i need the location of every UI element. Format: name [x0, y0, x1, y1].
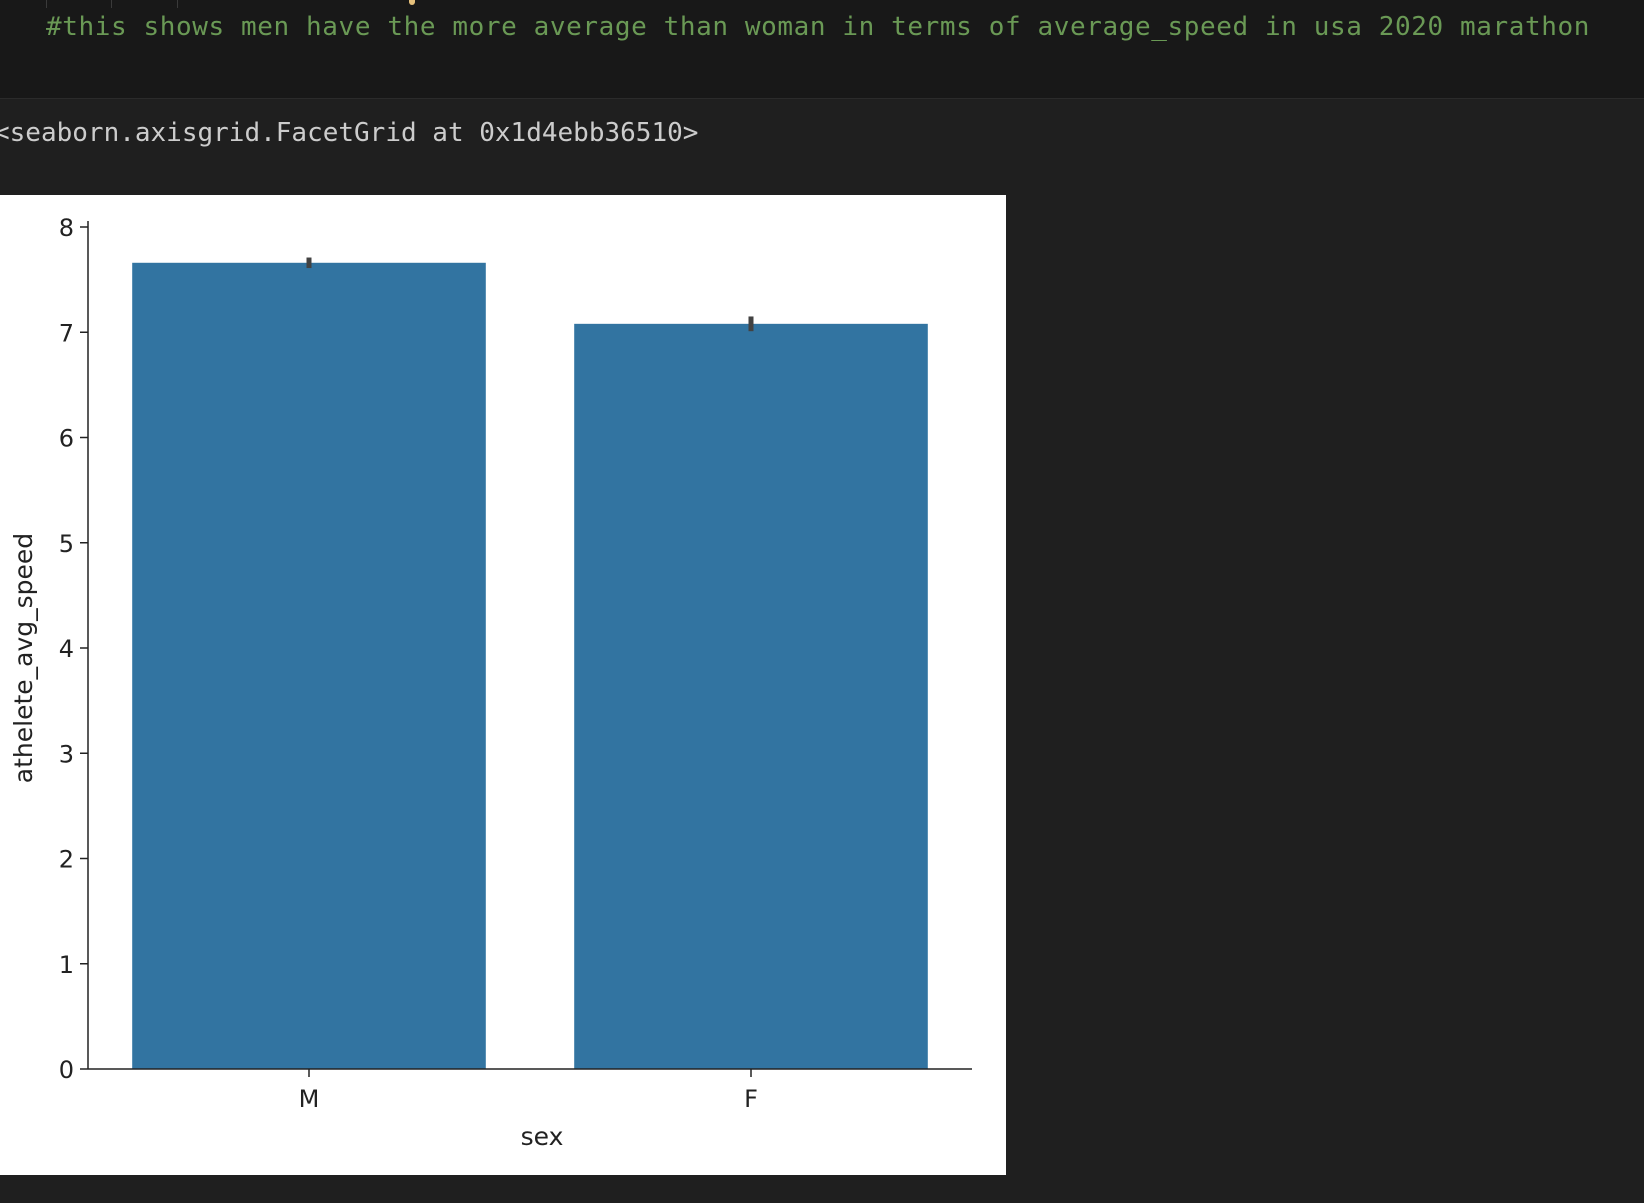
y-tick-label: 0: [59, 1056, 74, 1084]
y-tick-label: 6: [59, 425, 74, 453]
x-tick-label-f: F: [744, 1085, 758, 1113]
y-tick-label: 5: [59, 530, 74, 558]
clipped-code-fragment: [111, 0, 112, 8]
y-tick-label: 3: [59, 740, 74, 768]
x-axis-label: sex: [521, 1122, 564, 1151]
cell-output-text: <seaborn.axisgrid.FacetGrid at 0x1d4ebb3…: [0, 118, 699, 148]
y-tick-label: 7: [59, 319, 74, 347]
y-tick-label: 1: [59, 951, 74, 979]
bar-m: [132, 262, 486, 1069]
bar-f: [574, 323, 928, 1069]
clipped-code-fragment: [46, 0, 47, 8]
bar-chart: M F 0 1 2 3 4 5 6 7 8 sex athelete_avg_speed: [9, 214, 972, 1151]
y-tick-label: 2: [59, 846, 74, 874]
code-cell[interactable]: #this shows men have the more average th…: [0, 0, 1644, 99]
clipped-code-fragment: [409, 0, 415, 5]
y-axis-label: athelete_avg_speed: [9, 533, 38, 783]
x-tick-label-m: M: [299, 1085, 320, 1113]
clipped-code-fragment: [177, 0, 178, 8]
y-tick-label: 4: [59, 635, 74, 663]
plot-output-image: M F 0 1 2 3 4 5 6 7 8 sex athelete_avg_speed: [0, 195, 1006, 1175]
y-tick-label: 8: [59, 214, 74, 242]
code-comment: #this shows men have the more average th…: [46, 12, 1591, 42]
